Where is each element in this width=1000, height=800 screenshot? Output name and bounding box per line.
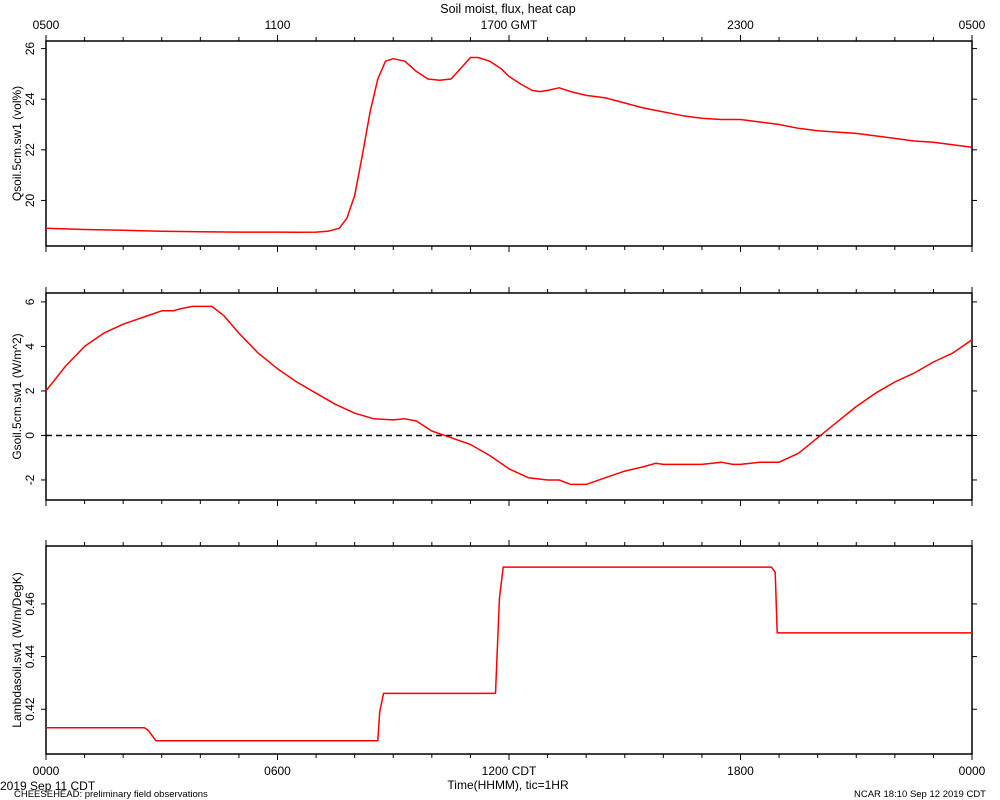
y-tick-label: 2 — [23, 387, 37, 394]
date-label: 2019 Sep 11 CDT — [0, 779, 96, 793]
chart-title: Soil moist, flux, heat cap — [440, 2, 576, 16]
y-tick-label: 24 — [23, 92, 37, 106]
bottom-tick-label: 1200 CDT — [482, 764, 537, 778]
panel-frame — [45, 40, 973, 247]
top-tick-label: 1700 GMT — [481, 18, 538, 32]
y-axis-label: Qsoil.5cm.sw1 (vol%) — [10, 86, 24, 201]
series-line — [46, 566, 972, 742]
top-axis-tick-labels: 0500 1100 1700 GMT 2300 0500 — [33, 18, 986, 32]
bottom-axis-tick-labels: 0000 0600 1200 CDT 1800 0000 — [33, 764, 986, 778]
y-tick-label: -2 — [23, 474, 37, 485]
y-tick-label: 4 — [23, 343, 37, 350]
top-tick-label: 0500 — [959, 18, 986, 32]
y-tick-label: 26 — [23, 42, 37, 56]
y-axis-label: Gsoil.5cm.sw1 (W/m^2) — [10, 333, 24, 459]
y-tick-label: 22 — [23, 143, 37, 157]
footer-left: CHEESEHEAD: preliminary field observatio… — [14, 789, 208, 800]
y-tick-label: 0 — [23, 432, 37, 439]
y-axis-label: Lambdasoil.sw1 (W/m/DegK) — [10, 572, 24, 727]
y-tick-label: 20 — [23, 193, 37, 207]
series-line — [45, 305, 973, 486]
y-tick-label: 6 — [23, 298, 37, 305]
top-tick-label: 1100 — [265, 18, 291, 32]
y-tick-label: 0.46 — [23, 592, 37, 616]
series-line — [45, 56, 973, 234]
panel-1: 20 22 24 26 Qsoil.5cm.sw1 (vol%) — [10, 35, 977, 252]
bottom-tick-label: 0000 — [959, 764, 986, 778]
x-axis-label: Time(HHMM), tic=1HR — [447, 778, 569, 792]
panel-frame — [45, 545, 973, 755]
bottom-tick-label: 1800 — [727, 764, 754, 778]
bottom-tick-label: 0000 — [33, 764, 60, 778]
panel-2: -2 0 2 4 6 Gsoil.5cm.sw1 (W/m^2) — [10, 287, 977, 506]
y-tick-label: 0.42 — [23, 697, 37, 721]
top-tick-label: 2300 — [727, 18, 754, 32]
bottom-tick-label: 0600 — [264, 764, 291, 778]
top-tick-label: 0500 — [33, 18, 60, 32]
y-tick-label: 0.44 — [23, 645, 37, 669]
footer-right: NCAR 18:10 Sep 12 2019 CDT — [853, 789, 986, 800]
